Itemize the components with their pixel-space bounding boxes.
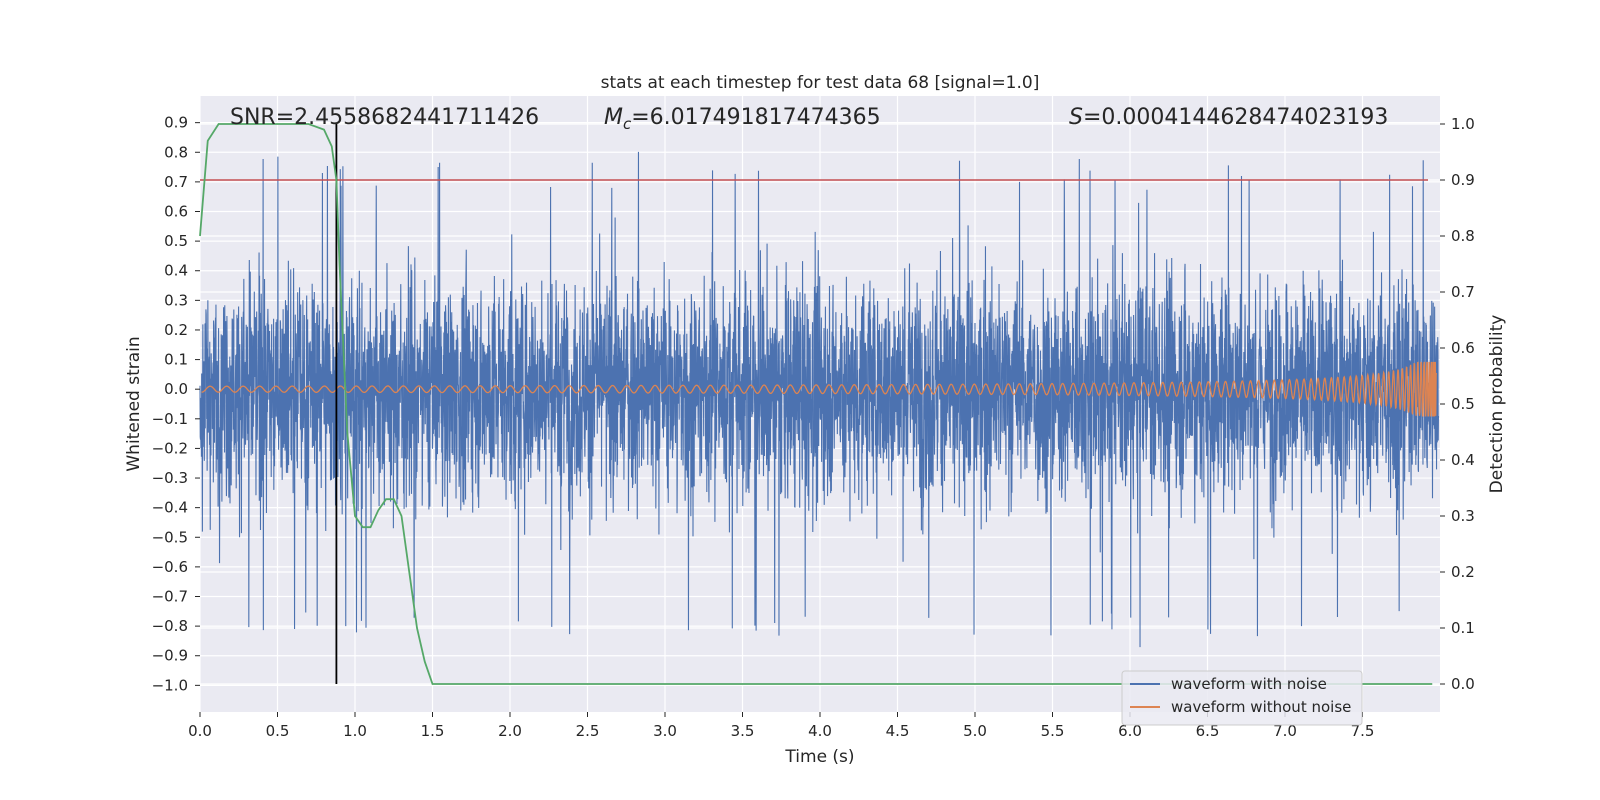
s-value: =0.0004144628474023193	[1083, 105, 1388, 130]
y-right-axis-label: Detection probability	[1487, 315, 1507, 494]
y-right-tick-label: 0.4	[1451, 451, 1475, 469]
chirp-mass-annotation: Mc=6.017491817474365	[604, 105, 881, 133]
y-right-tick-label: 0.6	[1451, 339, 1475, 357]
x-tick-label: 7.0	[1273, 722, 1297, 740]
s-symbol: S	[1069, 105, 1083, 130]
x-tick-label: 1.5	[421, 722, 445, 740]
x-tick-label: 2.0	[498, 722, 522, 740]
y-right-tick-label: 0.9	[1451, 171, 1475, 189]
y-right-tick-label: 0.8	[1451, 227, 1475, 245]
mc-subscript: c	[623, 115, 632, 133]
y-tick-label: 0.4	[164, 262, 188, 280]
y-tick-label: −0.8	[152, 617, 188, 635]
legend-frame	[1121, 670, 1363, 726]
mc-value: =6.017491817474365	[631, 105, 880, 130]
x-tick-label: 6.0	[1118, 722, 1142, 740]
y-tick-label: 0.8	[164, 143, 188, 161]
chart-title: stats at each timestep for test data 68 …	[601, 73, 1040, 93]
y-tick-label: −1.0	[152, 676, 188, 694]
x-tick-label: 3.0	[653, 722, 677, 740]
y-tick-label: 0.5	[164, 232, 188, 250]
x-tick-label: 4.5	[886, 722, 910, 740]
probability-series	[199, 123, 1433, 685]
y-tick-label: 0.3	[164, 291, 188, 309]
y-tick-label: −0.4	[152, 499, 188, 517]
y-tick-label: 0.7	[164, 173, 188, 191]
y-tick-label: −0.3	[152, 469, 188, 487]
x-tick-label: 2.5	[576, 722, 600, 740]
mc-symbol: M	[604, 105, 623, 130]
s-annotation: S=0.0004144628474023193	[1069, 105, 1388, 130]
probability-line	[199, 123, 1433, 685]
y-tick-label: 0.2	[164, 321, 188, 339]
y-tick-label: 0.6	[164, 203, 188, 221]
x-tick-label: 5.5	[1041, 722, 1065, 740]
x-tick-label: 4.0	[808, 722, 832, 740]
ticks: 0.0 0.5 1.0 1.5 2.0 2.5 3.0 3.5 4.0 4.5 5.0 5.5 6.0 6…	[152, 114, 1475, 740]
y-right-tick-label: 1.0	[1451, 115, 1475, 133]
legend-label-clean: waveform without noise	[1171, 698, 1351, 716]
y-right-tick-label: 0.3	[1451, 507, 1475, 525]
y-right-tick-label: 0.5	[1451, 395, 1475, 413]
x-tick-label: 0.0	[188, 722, 212, 740]
noise-series	[199, 151, 1439, 648]
clean-series	[201, 361, 1437, 417]
y-axis-label: Whitened strain	[124, 336, 144, 471]
legend: waveform with noise waveform without noi…	[1121, 670, 1363, 726]
y-tick-label: −0.5	[152, 528, 188, 546]
y-tick-label: −0.7	[152, 588, 188, 606]
x-tick-label: 3.5	[731, 722, 755, 740]
overlay	[200, 124, 1428, 684]
y-tick-label: 0.9	[164, 114, 188, 132]
y-right-tick-label: 0.7	[1451, 283, 1475, 301]
y-tick-label: −0.2	[152, 439, 188, 457]
x-axis-label: Time (s)	[784, 747, 854, 767]
y-tick-label: 0.0	[164, 380, 188, 398]
legend-label-noise: waveform with noise	[1171, 675, 1327, 693]
x-tick-label: 1.0	[343, 722, 367, 740]
snr-annotation: SNR=2.4558682441711426	[230, 105, 539, 130]
y-tick-label: −0.6	[152, 558, 188, 576]
x-tick-label: 5.0	[963, 722, 987, 740]
y-tick-label: 0.1	[164, 351, 188, 369]
y-right-tick-label: 0.0	[1451, 675, 1475, 693]
y-tick-label: −0.9	[152, 647, 188, 665]
noise-line	[199, 151, 1439, 648]
y-tick-label: −0.1	[152, 410, 188, 428]
y-right-tick-label: 0.1	[1451, 619, 1475, 637]
clean-line	[201, 361, 1437, 417]
x-tick-label: 7.5	[1351, 722, 1375, 740]
x-tick-label: 6.5	[1196, 722, 1220, 740]
y-right-tick-label: 0.2	[1451, 563, 1475, 581]
x-tick-label: 0.5	[266, 722, 290, 740]
